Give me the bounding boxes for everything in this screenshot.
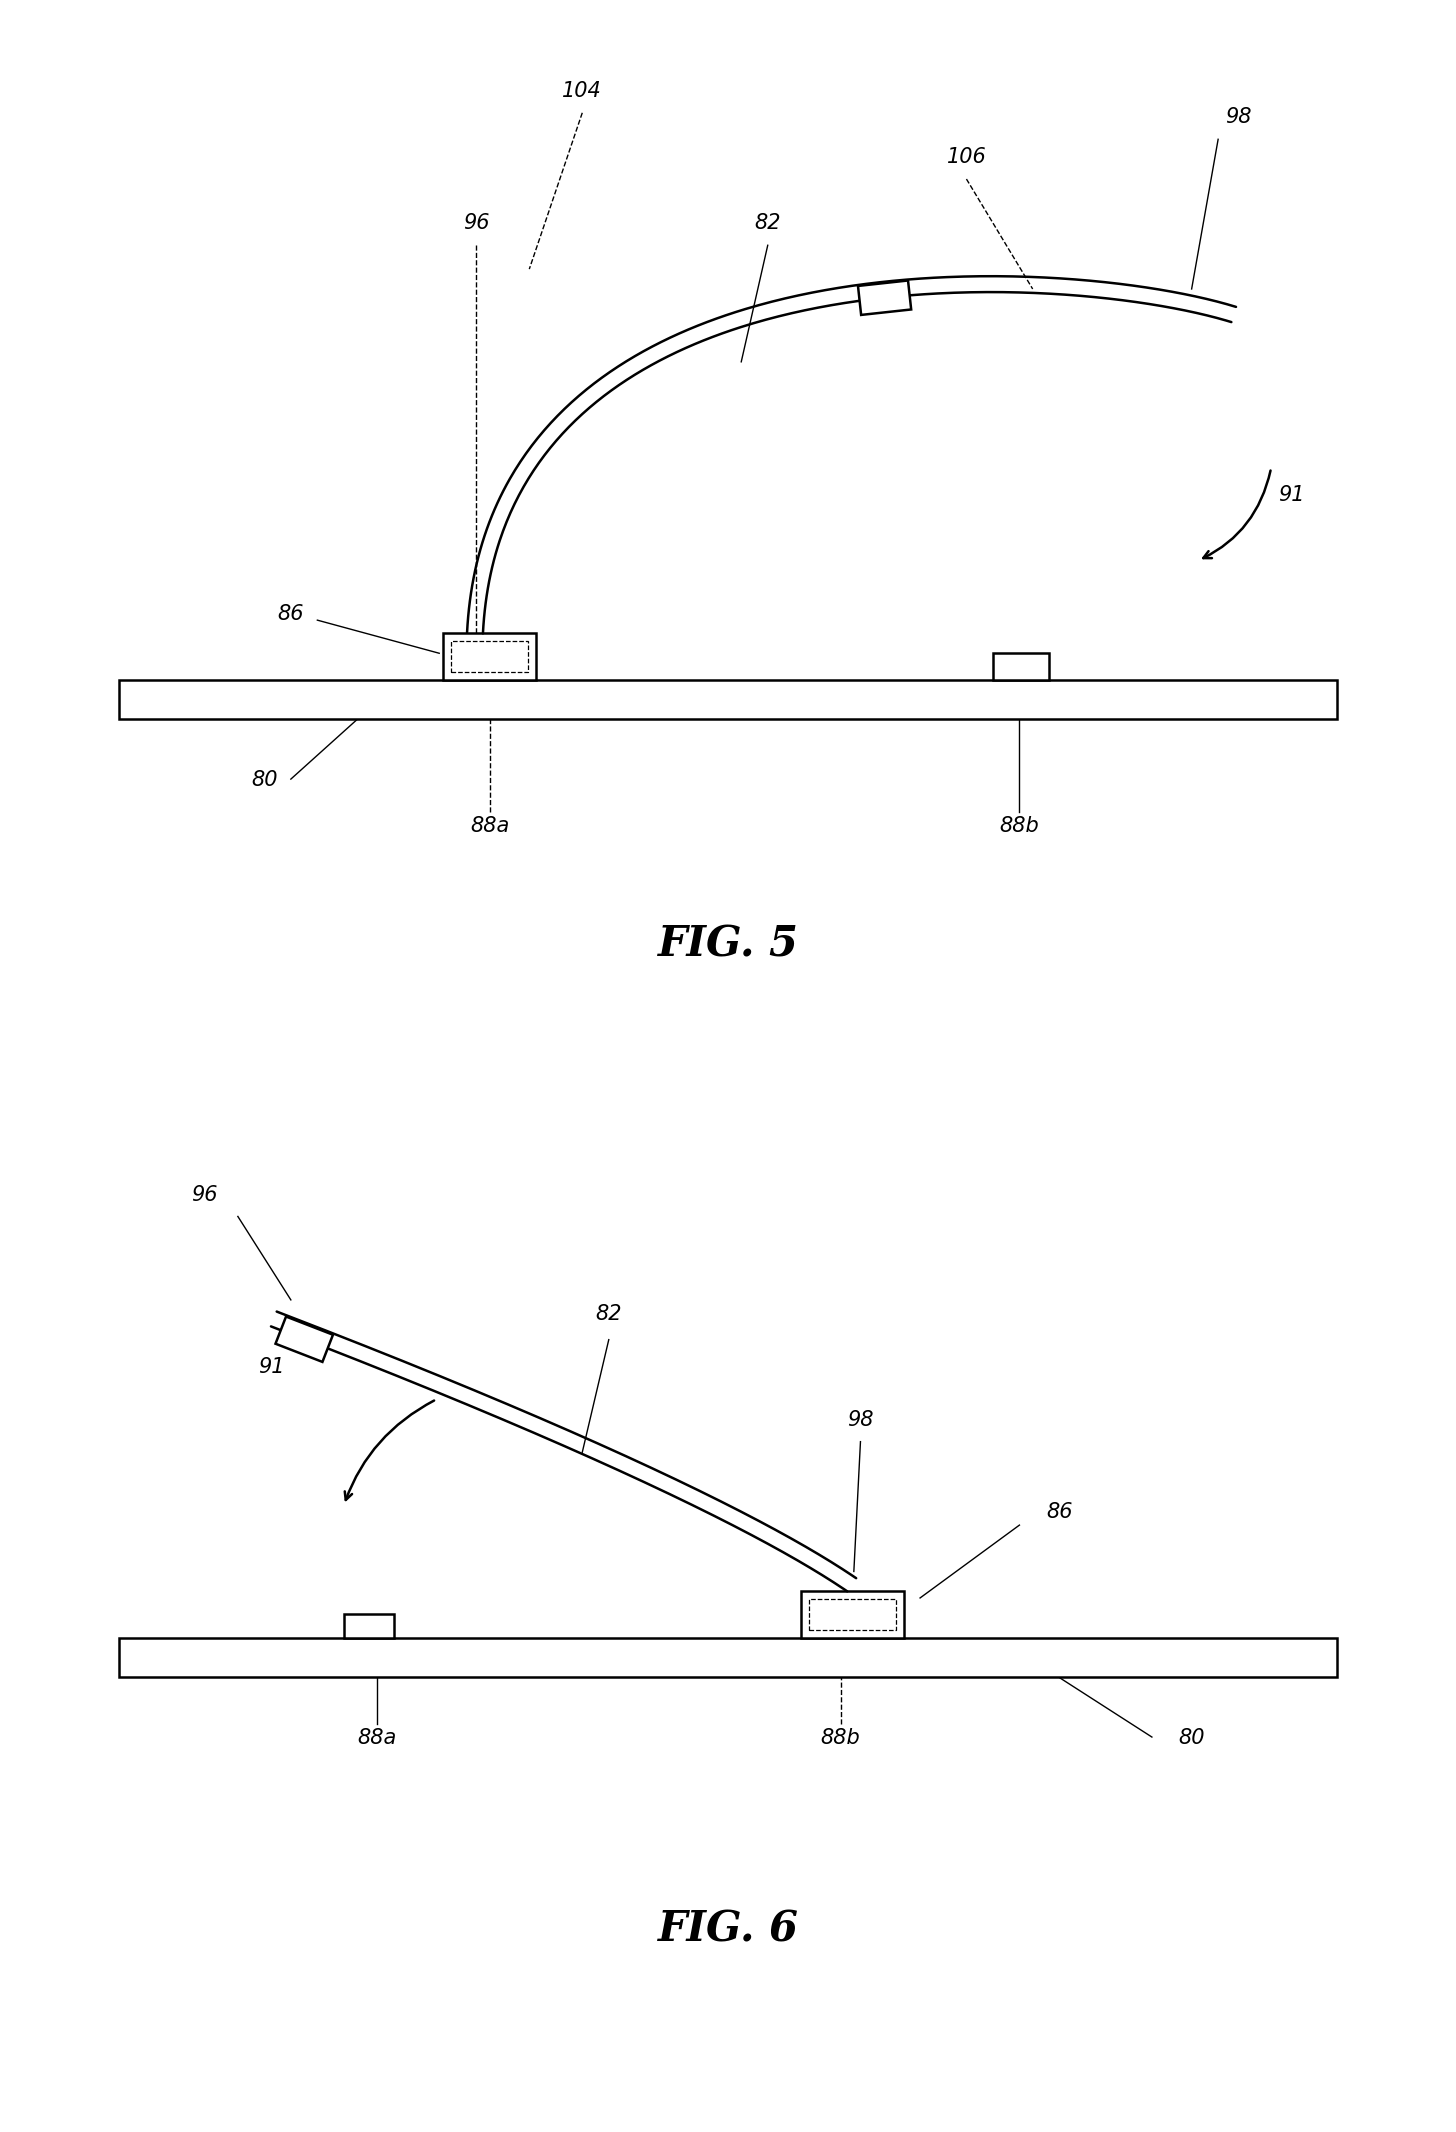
FancyArrowPatch shape [1203, 471, 1271, 559]
FancyArrowPatch shape [345, 1401, 434, 1501]
Text: 91: 91 [1278, 484, 1305, 505]
Text: 80: 80 [1178, 1727, 1206, 1748]
Bar [118, 680, 1338, 718]
Text: 82: 82 [754, 213, 780, 232]
Text: 96: 96 [463, 213, 489, 232]
Text: 88b: 88b [821, 1727, 860, 1748]
Bar [118, 1637, 1338, 1678]
Text: 86: 86 [1045, 1503, 1073, 1522]
Text: 106: 106 [946, 147, 986, 166]
Bar [993, 652, 1048, 680]
Bar [801, 1590, 904, 1637]
Text: 80: 80 [250, 770, 278, 789]
Text: 88b: 88b [1000, 817, 1040, 836]
Text: 88a: 88a [357, 1727, 396, 1748]
Text: 88a: 88a [470, 817, 510, 836]
Text: 82: 82 [596, 1305, 622, 1324]
Bar [275, 1318, 333, 1362]
Text: 96: 96 [192, 1185, 218, 1205]
Bar [344, 1614, 395, 1637]
Text: 98: 98 [1224, 107, 1251, 128]
Bar [808, 1599, 897, 1629]
Text: 98: 98 [847, 1409, 874, 1431]
Text: 86: 86 [278, 603, 304, 625]
Text: FIG. 5: FIG. 5 [658, 923, 798, 966]
Bar [443, 633, 536, 680]
Text: 104: 104 [562, 81, 603, 100]
Bar [451, 642, 529, 672]
Text: 91: 91 [258, 1356, 284, 1377]
Bar [858, 281, 911, 316]
Text: FIG. 6: FIG. 6 [658, 1908, 798, 1951]
